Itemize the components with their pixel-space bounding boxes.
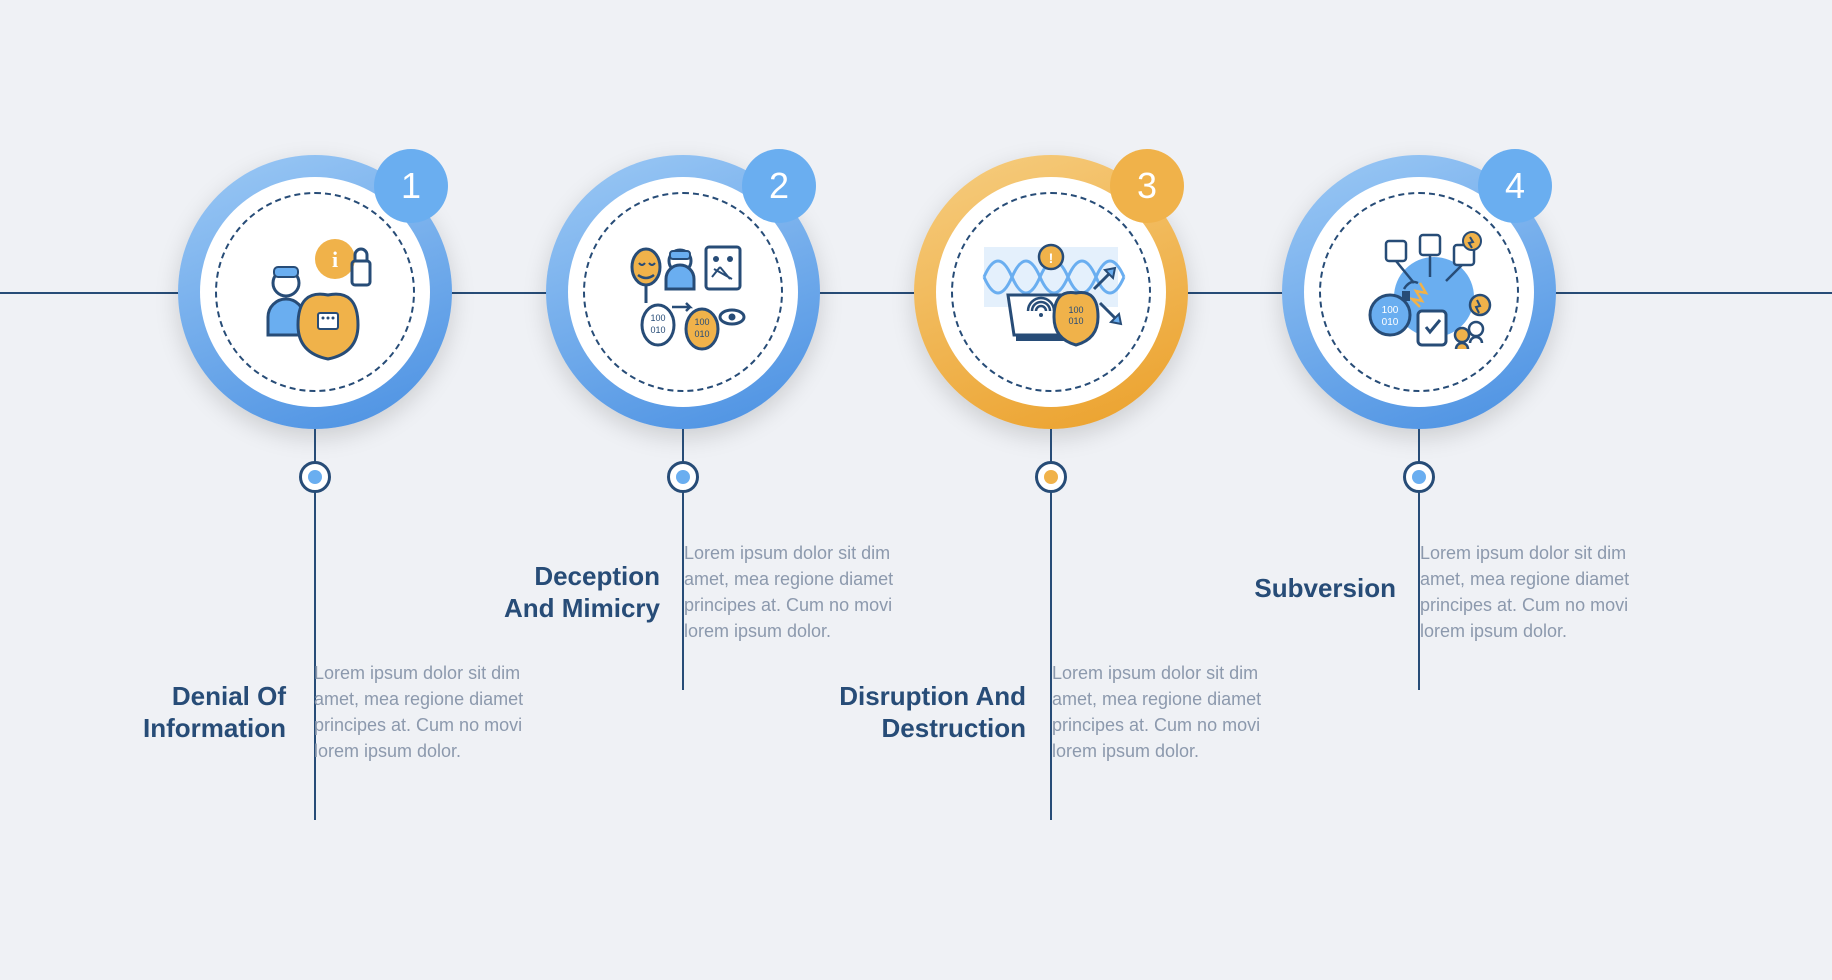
step-number-badge: 4	[1478, 149, 1552, 223]
step-circle-4: 100 010 4	[1282, 155, 1556, 429]
step-number-badge: 3	[1110, 149, 1184, 223]
step-circle-1: i 1	[178, 155, 452, 429]
step-connector-dot	[1403, 461, 1435, 493]
step-description: Lorem ipsum dolor sit dim amet, mea regi…	[1420, 540, 1650, 644]
step-description: Lorem ipsum dolor sit dim amet, mea regi…	[314, 660, 544, 764]
step-dashed-ring	[951, 192, 1151, 392]
step-circle-3: ! ! 100 010 3	[914, 155, 1188, 429]
step-title: Disruption And Destruction	[826, 680, 1026, 744]
step-connector-dot	[1035, 461, 1067, 493]
step-dashed-ring	[583, 192, 783, 392]
step-connector-dot	[667, 461, 699, 493]
infographic-canvas: i 1 Denial Of Information Lorem ipsum dolo…	[0, 0, 1832, 980]
step-title: Denial Of Information	[96, 680, 286, 744]
step-description: Lorem ipsum dolor sit dim amet, mea regi…	[1052, 660, 1282, 764]
step-dashed-ring	[1319, 192, 1519, 392]
step-title: Deception And Mimicry	[490, 560, 660, 624]
step-dashed-ring	[215, 192, 415, 392]
step-number-badge: 2	[742, 149, 816, 223]
step-number-badge: 1	[374, 149, 448, 223]
step-description: Lorem ipsum dolor sit dim amet, mea regi…	[684, 540, 914, 644]
step-title: Subversion	[1240, 572, 1396, 604]
step-connector-dot	[299, 461, 331, 493]
step-circle-2: 100 010 100 010 2	[546, 155, 820, 429]
